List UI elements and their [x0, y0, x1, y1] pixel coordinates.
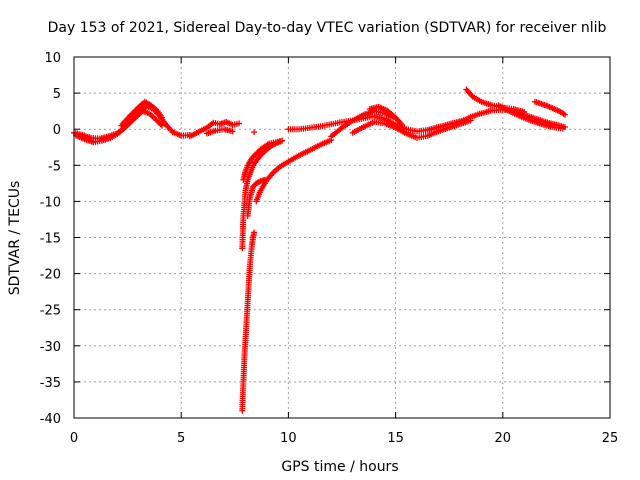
data-point: [561, 111, 568, 118]
x-tick-label: 0: [70, 431, 78, 446]
data-point: [158, 114, 165, 121]
series-satellite-track-5: [203, 126, 236, 137]
series-satellite-track-2: [73, 108, 165, 146]
series-satellite-track-11: [253, 137, 335, 205]
series-satellite-track-18: [495, 102, 566, 132]
data-point: [251, 129, 258, 136]
x-tick-label: 20: [495, 431, 512, 446]
y-tick-label: -20: [40, 268, 61, 283]
series-satellite-track-7: [239, 229, 258, 414]
data-point: [251, 229, 258, 236]
data-point: [157, 121, 164, 128]
data-points: [71, 86, 568, 414]
y-tick-label: -25: [40, 304, 61, 319]
data-point: [559, 125, 566, 132]
data-point: [399, 121, 406, 128]
series-satellite-track-6: [251, 129, 258, 136]
y-tick-label: -10: [40, 195, 61, 210]
data-point: [236, 120, 243, 127]
x-tick-label: 15: [387, 431, 404, 446]
x-axis-label: GPS time / hours: [281, 459, 398, 475]
x-tick-label: 5: [177, 431, 185, 446]
data-point: [229, 128, 236, 135]
y-axis-label: SDTVAR / TECUs: [7, 181, 23, 296]
y-tick-label: -5: [48, 159, 61, 174]
series-satellite-track-19: [531, 98, 568, 118]
series-satellite-track-15: [366, 103, 406, 128]
series-satellite-track-14: [349, 117, 474, 141]
series-satellite-track-9: [240, 137, 285, 183]
series-satellite-track-4: [186, 118, 243, 140]
chart-title: Day 153 of 2021, Sidereal Day-to-day VTE…: [48, 20, 607, 36]
data-point: [278, 137, 285, 144]
y-tick-label: 10: [44, 51, 61, 66]
y-tick-label: -35: [40, 376, 61, 391]
series-satellite-track-3: [118, 98, 165, 129]
y-tick-label: 0: [53, 123, 61, 138]
y-tick-label: 5: [53, 87, 61, 102]
x-tick-label: 10: [280, 431, 297, 446]
data-point: [158, 122, 165, 129]
y-tick-label: -15: [40, 232, 61, 247]
x-tick-label: 25: [602, 431, 619, 446]
series-satellite-track-10: [244, 176, 268, 219]
axis-tick-labels: 0 5 10 15 20 25 -40 -35 -30 -25 -20 -15 -10 -5 0 5 10: [40, 51, 619, 446]
y-tick-label: -40: [40, 412, 61, 427]
y-tick-label: -30: [40, 340, 61, 355]
axis-ticks: [73, 56, 611, 419]
data-point: [521, 108, 528, 115]
